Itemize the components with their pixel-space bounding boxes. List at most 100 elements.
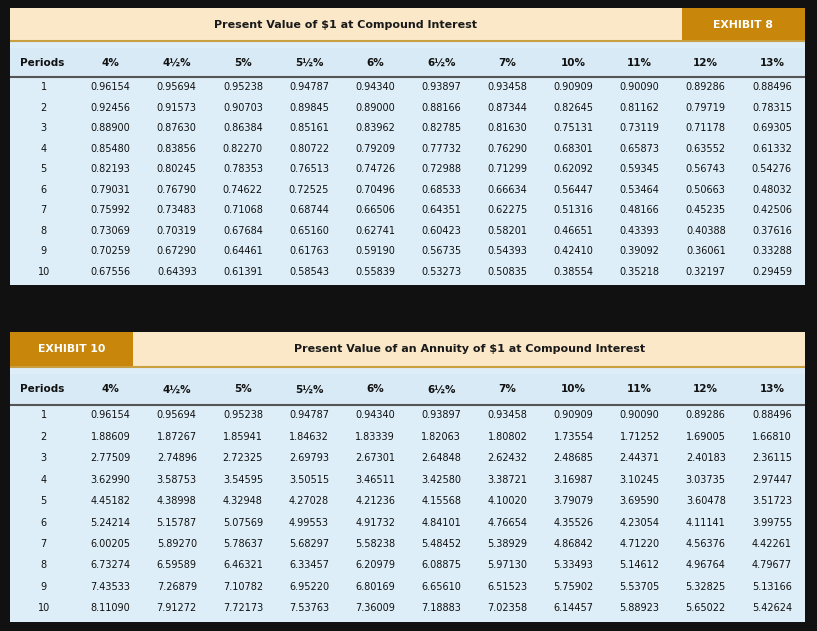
Text: 0.67684: 0.67684 — [223, 226, 263, 236]
Text: 12%: 12% — [694, 57, 718, 68]
Text: 0.60423: 0.60423 — [422, 226, 462, 236]
Text: 0.48032: 0.48032 — [752, 185, 792, 195]
Text: 6.95220: 6.95220 — [289, 582, 329, 592]
Text: 0.78315: 0.78315 — [752, 103, 792, 113]
Text: 0.89286: 0.89286 — [685, 83, 725, 93]
Text: 0.54276: 0.54276 — [752, 165, 792, 175]
Text: 6½%: 6½% — [427, 384, 456, 394]
Text: 0.94787: 0.94787 — [289, 83, 329, 93]
Text: 0.87344: 0.87344 — [488, 103, 527, 113]
Text: 6.73274: 6.73274 — [91, 560, 131, 570]
Text: 0.78353: 0.78353 — [223, 165, 263, 175]
Text: 3.54595: 3.54595 — [223, 475, 263, 485]
Text: 4%: 4% — [101, 384, 119, 394]
Text: 0.50835: 0.50835 — [488, 267, 528, 277]
Text: 0.82785: 0.82785 — [422, 124, 462, 134]
Text: 6: 6 — [41, 517, 47, 528]
Text: 0.59190: 0.59190 — [355, 247, 395, 256]
Text: 0.43393: 0.43393 — [620, 226, 659, 236]
Text: 0.76790: 0.76790 — [157, 185, 197, 195]
Text: 0.70259: 0.70259 — [91, 247, 131, 256]
Text: 2.62432: 2.62432 — [488, 453, 528, 463]
Text: 0.74622: 0.74622 — [223, 185, 263, 195]
Text: 10%: 10% — [561, 57, 586, 68]
Text: 0.68533: 0.68533 — [422, 185, 462, 195]
Text: 0.45235: 0.45235 — [685, 206, 725, 216]
Text: 7.02358: 7.02358 — [488, 603, 528, 613]
Text: 1.83339: 1.83339 — [355, 432, 395, 442]
Bar — [10, 8, 805, 41]
Bar — [681, 8, 805, 41]
Text: 0.64393: 0.64393 — [157, 267, 197, 277]
Text: 2.69793: 2.69793 — [289, 453, 329, 463]
Text: 4½%: 4½% — [163, 57, 191, 68]
Text: 6.65610: 6.65610 — [422, 582, 462, 592]
Bar — [10, 332, 805, 367]
Text: 1: 1 — [41, 410, 47, 420]
Text: Periods: Periods — [20, 384, 64, 394]
Text: 0.66634: 0.66634 — [488, 185, 527, 195]
Text: 0.71299: 0.71299 — [488, 165, 528, 175]
Text: 0.46651: 0.46651 — [554, 226, 593, 236]
Bar — [10, 332, 133, 367]
Text: 0.68744: 0.68744 — [289, 206, 329, 216]
Text: 0.70319: 0.70319 — [157, 226, 197, 236]
Text: 7.26879: 7.26879 — [157, 582, 197, 592]
Text: 0.51316: 0.51316 — [554, 206, 593, 216]
Text: 5.78637: 5.78637 — [223, 539, 263, 549]
Text: 1.82063: 1.82063 — [422, 432, 462, 442]
Text: 0.55839: 0.55839 — [355, 267, 395, 277]
Text: 4.38998: 4.38998 — [157, 496, 197, 506]
Text: 0.95238: 0.95238 — [223, 83, 263, 93]
Text: 5.42624: 5.42624 — [752, 603, 792, 613]
Text: 6.46321: 6.46321 — [223, 560, 263, 570]
Text: 0.96154: 0.96154 — [91, 410, 131, 420]
Text: 1.88609: 1.88609 — [91, 432, 131, 442]
Text: 4.45182: 4.45182 — [91, 496, 131, 506]
Text: 10%: 10% — [561, 384, 586, 394]
Text: 0.56743: 0.56743 — [685, 165, 725, 175]
Text: 6.20979: 6.20979 — [355, 560, 395, 570]
Text: 4.99553: 4.99553 — [289, 517, 329, 528]
Text: 3.60478: 3.60478 — [685, 496, 725, 506]
Text: 5.07569: 5.07569 — [223, 517, 263, 528]
Text: 7.36009: 7.36009 — [355, 603, 395, 613]
Text: 0.94787: 0.94787 — [289, 410, 329, 420]
Text: 10: 10 — [38, 267, 50, 277]
Text: 0.54393: 0.54393 — [488, 247, 527, 256]
Text: 0.89845: 0.89845 — [289, 103, 329, 113]
Text: 4.96764: 4.96764 — [685, 560, 725, 570]
Text: 6.08875: 6.08875 — [422, 560, 462, 570]
Text: 4.32948: 4.32948 — [223, 496, 263, 506]
Text: 4.91732: 4.91732 — [355, 517, 395, 528]
Text: 5.48452: 5.48452 — [422, 539, 462, 549]
Text: 4.21236: 4.21236 — [355, 496, 395, 506]
Text: 0.87630: 0.87630 — [157, 124, 197, 134]
Text: 0.42506: 0.42506 — [752, 206, 792, 216]
Text: 0.93458: 0.93458 — [488, 83, 527, 93]
Text: 3.38721: 3.38721 — [488, 475, 528, 485]
Text: 3.99755: 3.99755 — [752, 517, 792, 528]
Text: 3.69590: 3.69590 — [620, 496, 659, 506]
Text: 5.97130: 5.97130 — [488, 560, 528, 570]
Bar — [10, 367, 805, 622]
Text: 0.79209: 0.79209 — [355, 144, 395, 154]
Text: 6%: 6% — [366, 384, 384, 394]
Text: 0.61391: 0.61391 — [223, 267, 263, 277]
Text: 0.66506: 0.66506 — [355, 206, 395, 216]
Text: 0.92456: 0.92456 — [91, 103, 131, 113]
Text: 5.14612: 5.14612 — [619, 560, 659, 570]
Text: 4.84101: 4.84101 — [422, 517, 461, 528]
Text: 11%: 11% — [627, 384, 652, 394]
Text: 0.88496: 0.88496 — [752, 83, 792, 93]
Text: 1: 1 — [41, 83, 47, 93]
Text: 0.93897: 0.93897 — [422, 410, 462, 420]
Text: 7.10782: 7.10782 — [223, 582, 263, 592]
Text: 0.65873: 0.65873 — [619, 144, 659, 154]
Text: 3: 3 — [41, 453, 47, 463]
Text: 5.58238: 5.58238 — [355, 539, 395, 549]
Text: 2.48685: 2.48685 — [554, 453, 593, 463]
Text: 4: 4 — [41, 475, 47, 485]
Text: 1.80802: 1.80802 — [488, 432, 527, 442]
Text: 0.32197: 0.32197 — [685, 267, 725, 277]
